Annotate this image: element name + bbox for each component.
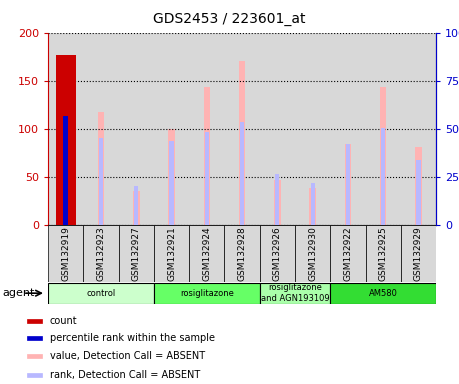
Bar (204, 88, 210, 225)
Bar (154, 225, 189, 282)
Text: percentile rank within the sample: percentile rank within the sample (50, 333, 215, 343)
Bar (274, 180, 280, 225)
Bar (260, 33, 295, 225)
Bar (401, 225, 436, 282)
Bar (365, 225, 401, 282)
Bar (275, 174, 280, 225)
Bar (239, 61, 245, 225)
Bar (381, 128, 385, 225)
Text: GSM132922: GSM132922 (343, 226, 353, 281)
Bar (260, 225, 295, 282)
Bar (154, 283, 260, 304)
Text: GDS2453 / 223601_at: GDS2453 / 223601_at (153, 12, 306, 25)
Bar (84, 225, 119, 282)
Bar (189, 33, 224, 225)
Bar (345, 144, 351, 225)
Bar (189, 225, 224, 282)
Bar (240, 122, 244, 225)
Bar (154, 33, 189, 225)
Bar (330, 225, 365, 282)
Text: rosiglitazone
and AGN193109: rosiglitazone and AGN193109 (261, 283, 329, 303)
Text: rank, Detection Call = ABSENT: rank, Detection Call = ABSENT (50, 369, 200, 379)
Bar (309, 188, 316, 225)
Bar (48, 283, 154, 304)
Bar (119, 225, 154, 282)
Bar (27, 336, 42, 340)
Text: rosiglitazone: rosiglitazone (180, 289, 234, 298)
Bar (224, 225, 260, 282)
Bar (98, 113, 104, 225)
Bar (119, 33, 154, 225)
Text: GSM132927: GSM132927 (132, 226, 141, 281)
Bar (27, 372, 42, 376)
Bar (295, 33, 330, 225)
Bar (205, 132, 209, 225)
Bar (84, 33, 119, 225)
Text: value, Detection Call = ABSENT: value, Detection Call = ABSENT (50, 351, 205, 361)
Bar (99, 138, 103, 225)
Bar (27, 319, 42, 323)
Text: count: count (50, 316, 78, 326)
Bar (169, 141, 174, 225)
Text: GSM132919: GSM132919 (62, 226, 70, 281)
Bar (346, 144, 350, 225)
Bar (416, 161, 420, 225)
Bar (168, 129, 175, 225)
Text: GSM132923: GSM132923 (96, 226, 106, 281)
Bar (48, 225, 84, 282)
Bar (330, 33, 365, 225)
Text: AM580: AM580 (369, 289, 397, 298)
Bar (56, 55, 76, 225)
Bar (260, 283, 330, 304)
Text: GSM132924: GSM132924 (202, 226, 211, 281)
Bar (224, 33, 260, 225)
Text: GSM132929: GSM132929 (414, 226, 423, 281)
Text: GSM132925: GSM132925 (379, 226, 388, 281)
Bar (295, 225, 330, 282)
Bar (380, 88, 386, 225)
Bar (311, 184, 315, 225)
Bar (133, 191, 140, 225)
Bar (48, 33, 84, 225)
Text: GSM132926: GSM132926 (273, 226, 282, 281)
Bar (415, 147, 422, 225)
Bar (134, 186, 139, 225)
Text: agent: agent (2, 288, 35, 298)
Bar (330, 283, 436, 304)
Text: GSM132921: GSM132921 (167, 226, 176, 281)
Bar (365, 33, 401, 225)
Text: GSM132928: GSM132928 (238, 226, 246, 281)
Bar (401, 33, 436, 225)
Bar (27, 354, 42, 358)
Bar (63, 116, 68, 225)
Text: GSM132930: GSM132930 (308, 226, 317, 281)
Text: control: control (86, 289, 116, 298)
